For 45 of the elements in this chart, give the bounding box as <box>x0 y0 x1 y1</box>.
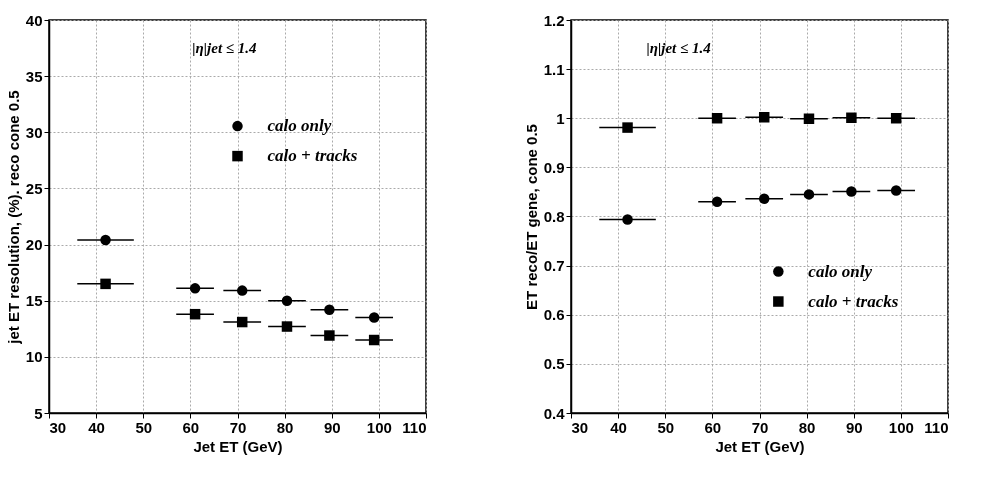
x-tick-label: 110 <box>402 418 427 436</box>
legend-label: calo + tracks <box>267 146 358 166</box>
y-axis-title: jet ET resolution, (%). reco cone 0.5 <box>4 90 22 345</box>
y-tick-label: 5 <box>34 404 43 422</box>
y-tick-label: 1.2 <box>543 11 565 29</box>
x-tick-label: 60 <box>182 418 200 436</box>
x-tick-label: 100 <box>888 418 914 436</box>
x-tick-label: 110 <box>924 418 949 436</box>
y-tick-label: 25 <box>25 179 43 197</box>
y-tick-label: 1 <box>556 109 565 127</box>
x-tick-label: 50 <box>135 418 153 436</box>
x-tick-label: 30 <box>571 418 589 436</box>
y-tick-label: 0.7 <box>543 257 565 275</box>
annotation: |η|jet ≤ 1.4 <box>646 39 712 56</box>
y-axis-title: ET reco/ET gene, cone 0.5 <box>522 124 540 310</box>
x-tick-label: 70 <box>751 418 769 436</box>
x-tick-label: 60 <box>704 418 722 436</box>
x-axis-title: Jet ET (GeV) <box>193 437 283 455</box>
y-tick-label: 15 <box>25 292 43 310</box>
x-tick-label: 90 <box>845 418 863 436</box>
y-tick-label: 1.1 <box>543 60 565 78</box>
x-tick-label: 50 <box>657 418 675 436</box>
x-axis-title: Jet ET (GeV) <box>715 437 805 455</box>
legend-label: calo only <box>808 261 873 281</box>
x-tick-label: 80 <box>276 418 294 436</box>
y-tick-label: 35 <box>25 67 43 85</box>
x-tick-label: 30 <box>49 418 67 436</box>
y-tick-label: 10 <box>25 348 43 366</box>
y-tick-label: 0.5 <box>543 355 565 373</box>
y-tick-label: 40 <box>25 11 43 29</box>
legend-label: calo only <box>267 116 332 136</box>
y-tick-label: 0.9 <box>543 158 565 176</box>
x-tick-label: 80 <box>798 418 816 436</box>
legend-label: calo + tracks <box>808 291 899 311</box>
annotation: |η|jet ≤ 1.4 <box>192 39 258 56</box>
y-tick-label: 0.6 <box>543 306 565 324</box>
y-tick-label: 30 <box>25 123 43 141</box>
y-tick-label: 0.4 <box>543 404 566 422</box>
x-tick-label: 70 <box>229 418 247 436</box>
y-tick-label: 0.8 <box>543 208 565 225</box>
x-tick-label: 40 <box>610 418 627 436</box>
x-tick-label: 90 <box>323 418 341 436</box>
x-tick-label: 40 <box>88 418 105 436</box>
y-tick-label: 20 <box>25 236 43 254</box>
x-tick-label: 100 <box>366 418 392 436</box>
